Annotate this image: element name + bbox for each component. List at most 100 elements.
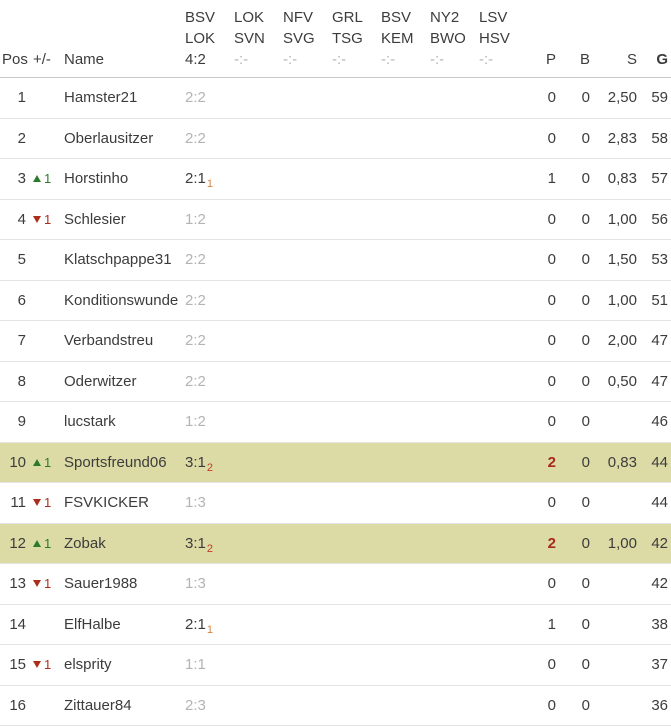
col-header-bonus: B	[579, 51, 590, 68]
match-header[interactable]: NFV SVG -:-	[281, 7, 330, 70]
position: 13	[9, 575, 26, 593]
col-header-average: S	[626, 51, 637, 68]
table-header: Pos +/- Name BSV LOK 4:2 LOK SVN -:- NFV…	[0, 0, 671, 78]
player-name[interactable]: Zittauer84	[64, 696, 132, 714]
position: 12	[9, 534, 26, 552]
player-name[interactable]: Konditionswunde	[64, 291, 179, 309]
position: 8	[17, 372, 26, 390]
home-team: NY2	[430, 9, 460, 26]
rank-change-icon	[33, 175, 41, 183]
table-row: 13 1 Sauer1988 1:3 0 0 42	[0, 564, 671, 605]
rank-change-icon	[33, 215, 41, 223]
total-value: 56	[651, 210, 668, 228]
rank-change: 1	[30, 576, 62, 591]
player-name[interactable]: Horstinho	[64, 170, 129, 188]
player-name[interactable]: ElfHalbe	[64, 615, 121, 633]
player-name[interactable]: Schlesier	[64, 210, 126, 228]
match-header[interactable]: GRL TSG -:-	[330, 7, 379, 70]
table-row: 2 Oberlausitzer 2:2 0 0 2,83 58	[0, 119, 671, 159]
total-value: 44	[651, 494, 668, 512]
position: 2	[17, 129, 26, 147]
away-team: KEM	[381, 30, 414, 47]
rank-change: 1	[30, 212, 62, 227]
player-name[interactable]: Oderwitzer	[64, 372, 137, 390]
tip-score: 1:1	[185, 656, 206, 674]
col-header-total: G	[656, 51, 668, 68]
position: 11	[10, 494, 26, 512]
tip-score: 2:11	[185, 170, 213, 191]
points-value: 2	[547, 534, 556, 552]
table-row: 16 Zittauer84 2:3 0 0 36	[0, 686, 671, 726]
player-name[interactable]: elsprity	[64, 656, 112, 674]
bonus-value: 0	[581, 291, 590, 309]
match-header[interactable]: BSV LOK 4:2	[183, 7, 232, 70]
average-value: 1,50	[607, 251, 637, 269]
player-name[interactable]: FSVKICKER	[64, 494, 150, 512]
position: 6	[17, 291, 26, 309]
match-score: 4:2	[185, 51, 206, 68]
total-value: 38	[651, 615, 668, 633]
away-team: SVG	[283, 30, 315, 47]
average-value: 1,00	[607, 291, 637, 309]
bonus-value: 0	[581, 372, 590, 390]
total-value: 51	[651, 291, 668, 309]
rank-change-icon	[33, 499, 41, 507]
total-value: 53	[651, 251, 668, 269]
table-row: 4 1 Schlesier 1:2 0 0 1,00 56	[0, 200, 671, 240]
player-name[interactable]: Sportsfreund06	[64, 453, 167, 471]
tip-score: 2:3	[185, 696, 206, 714]
average-value: 2,00	[607, 332, 637, 350]
player-name[interactable]: Hamster21	[64, 89, 138, 107]
player-name[interactable]: Zobak	[64, 534, 106, 552]
player-name[interactable]: Verbandstreu	[64, 332, 154, 350]
tip-score: 1:3	[185, 494, 206, 512]
total-value: 42	[651, 534, 668, 552]
position: 5	[17, 251, 26, 269]
rank-change: 1	[30, 536, 62, 551]
points-value: 0	[547, 210, 556, 228]
position: 9	[17, 413, 26, 431]
player-name[interactable]: Klatschpappe31	[64, 251, 172, 269]
match-header[interactable]: LSV HSV -:-	[477, 7, 520, 70]
player-name[interactable]: Oberlausitzer	[64, 129, 154, 147]
tip-score: 3:12	[185, 453, 213, 474]
match-header[interactable]: LOK SVN -:-	[232, 7, 281, 70]
bonus-value: 0	[581, 89, 590, 107]
match-header[interactable]: NY2 BWO -:-	[428, 7, 477, 70]
points-value: 0	[547, 89, 556, 107]
points-value: 0	[547, 696, 556, 714]
table-row: 6 Konditionswunde 2:2 0 0 1,00 51	[0, 281, 671, 321]
rank-change: 1	[30, 495, 62, 510]
match-header[interactable]: BSV KEM -:-	[379, 7, 428, 70]
player-name[interactable]: Sauer1988	[64, 575, 138, 593]
rank-change: 1	[30, 171, 62, 186]
points-value: 0	[547, 372, 556, 390]
player-name[interactable]: lucstark	[64, 413, 116, 431]
bonus-value: 0	[581, 129, 590, 147]
average-value: 2,50	[607, 89, 637, 107]
points-value: 0	[547, 494, 556, 512]
position: 16	[9, 696, 26, 714]
position: 1	[17, 89, 26, 107]
away-team: BWO	[430, 30, 466, 47]
tip-points: 2	[206, 542, 213, 555]
table-row: 14 ElfHalbe 2:11 1 0 38	[0, 605, 671, 645]
total-value: 47	[651, 372, 668, 390]
total-value: 42	[651, 575, 668, 593]
col-header-rank-change: +/-	[33, 51, 51, 68]
tip-score: 2:2	[185, 291, 206, 309]
bonus-value: 0	[581, 413, 590, 431]
total-value: 36	[651, 696, 668, 714]
bonus-value: 0	[581, 534, 590, 552]
position: 7	[17, 332, 26, 350]
bonus-value: 0	[581, 251, 590, 269]
average-value: 2,83	[607, 129, 637, 147]
total-value: 58	[651, 129, 668, 147]
table-row: 10 1 Sportsfreund06 3:12 2 0 0,83 44	[0, 442, 671, 483]
table-row: 12 1 Zobak 3:12 2 0 1,00 42	[0, 523, 671, 564]
tip-score: 3:12	[185, 534, 213, 555]
tip-points: 1	[206, 178, 213, 191]
average-value: 0,83	[607, 453, 637, 471]
away-team: SVN	[234, 30, 265, 47]
